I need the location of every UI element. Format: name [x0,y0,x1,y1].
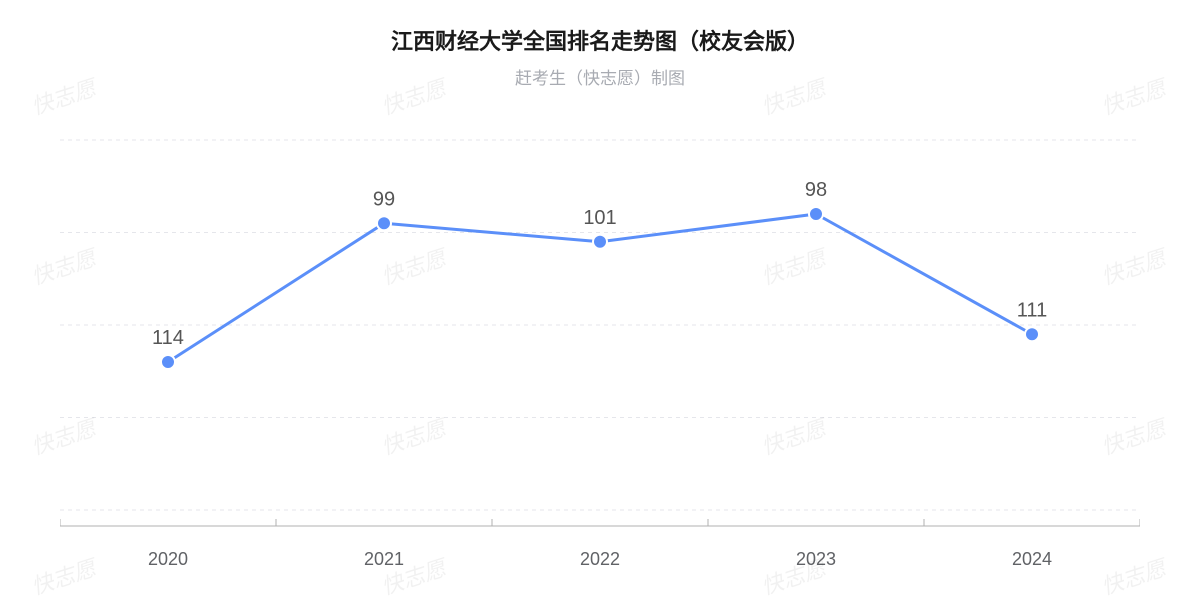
x-axis-label: 2020 [60,549,276,570]
x-axis-labels: 20202021202220232024 [60,549,1140,570]
chart-title: 江西财经大学全国排名走势图（校友会版） [0,0,1200,56]
line-chart-svg: 114 99 101 98 111 [60,110,1140,530]
data-marker [1025,327,1039,341]
x-axis-label: 2021 [276,549,492,570]
data-label: 111 [1017,299,1047,321]
x-axis-label: 2023 [708,549,924,570]
data-label: 99 [373,188,395,210]
data-marker [377,216,391,230]
chart-subtitle: 赶考生（快志愿）制图 [0,64,1200,89]
data-label: 101 [583,207,616,229]
data-marker [809,207,823,221]
data-marker [593,235,607,249]
data-marker [161,355,175,369]
x-axis-label: 2022 [492,549,708,570]
data-label: 98 [805,179,827,201]
x-axis-label: 2024 [924,549,1140,570]
chart-plot-area: 114 99 101 98 111 [60,110,1140,530]
data-label: 114 [152,327,184,349]
